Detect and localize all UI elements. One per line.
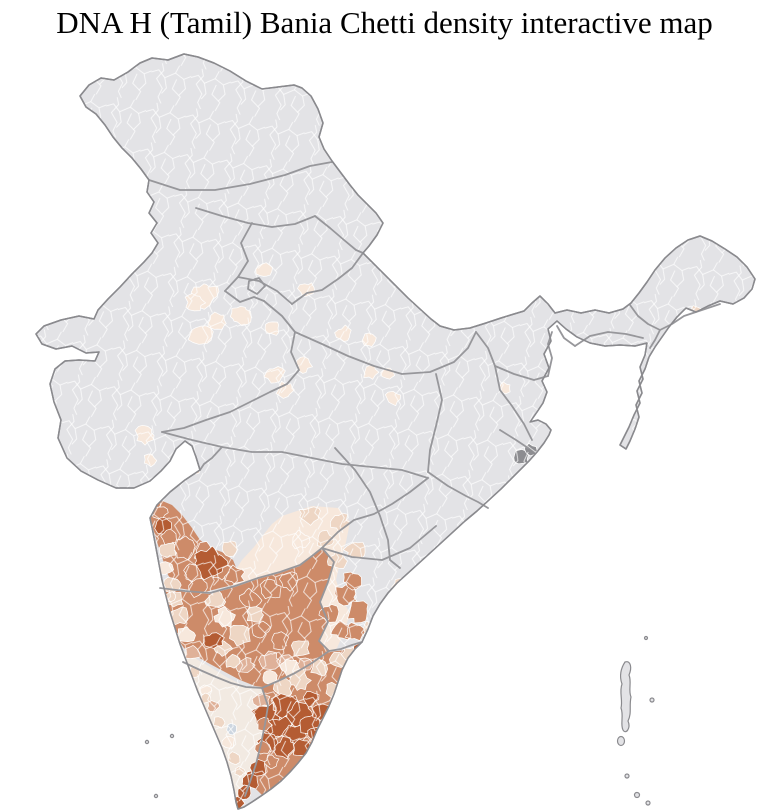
state-border-guj-mp-maha [161, 431, 429, 479]
state-borders [148, 161, 721, 797]
district-polygon[interactable] [331, 732, 346, 744]
island-dot [643, 635, 649, 641]
state-border-jk-hp [148, 161, 333, 191]
district-polygon[interactable] [291, 772, 308, 787]
district-polygon[interactable] [307, 762, 322, 776]
state-border-uk-up [291, 252, 364, 305]
lakshadweep-dot [153, 793, 159, 799]
district-polygon[interactable] [318, 749, 335, 762]
nicobar-island-dot [633, 791, 641, 799]
state-border-odisha-wb [499, 429, 529, 449]
state-border-maha-tel [321, 477, 429, 549]
state-border-delhi [247, 277, 266, 295]
little-andaman-island [616, 735, 626, 747]
state-border-hp-uk [314, 215, 364, 254]
state-border-assam-meghalaya [574, 331, 644, 347]
nicobar-island-dot [645, 800, 651, 806]
state-border-tel-odisha [334, 447, 401, 569]
state-border-up-mp [294, 331, 477, 375]
state-border-ne-corridor [556, 325, 576, 347]
state-border-guj-maha-coast [199, 446, 223, 471]
lakshadweep-dot [144, 739, 150, 745]
state-border-maha-karnataka [159, 547, 323, 594]
state-border-karnataka-tn [261, 650, 330, 689]
state-border-karnataka-ap [318, 547, 335, 652]
district-polygon[interactable] [336, 711, 353, 727]
district-polygon[interactable] [314, 742, 327, 755]
state-border-chh-odisha [427, 471, 489, 509]
district-polygon[interactable] [282, 781, 294, 796]
district-texture-layer [36, 54, 755, 809]
district-boundaries-overlay [36, 54, 755, 809]
island-dot [649, 697, 655, 703]
state-border-jharkhand-wb [494, 365, 533, 441]
state-border-mp-chh [427, 373, 443, 473]
state-border-raj-mp [161, 300, 300, 433]
district-polygon[interactable] [372, 632, 388, 647]
lakshadweep-dot [169, 733, 175, 739]
state-border-bihar-jharkhand [494, 365, 549, 381]
state-border-up-bihar [475, 331, 496, 367]
state-border-kerala-tn [244, 687, 269, 797]
state-border-kerala-karnataka [182, 661, 263, 689]
country-outline [35, 53, 756, 810]
nicobar-island-dot [624, 773, 630, 779]
district-polygon[interactable] [332, 697, 348, 712]
state-border-haryana-up [237, 276, 293, 305]
page-title: DNA H (Tamil) Bania Chetti density inter… [56, 5, 713, 40]
state-border-tel-ap [321, 525, 437, 561]
state-border-hp-punjab [195, 207, 316, 228]
state-border-haryana-raj [224, 290, 265, 303]
islands[interactable] [144, 635, 655, 806]
state-border-punjab-haryana [224, 222, 253, 292]
state-border-assam-nagaland [649, 329, 661, 349]
state-border-ap-tn [328, 641, 363, 652]
andaman-islands [619, 661, 632, 733]
